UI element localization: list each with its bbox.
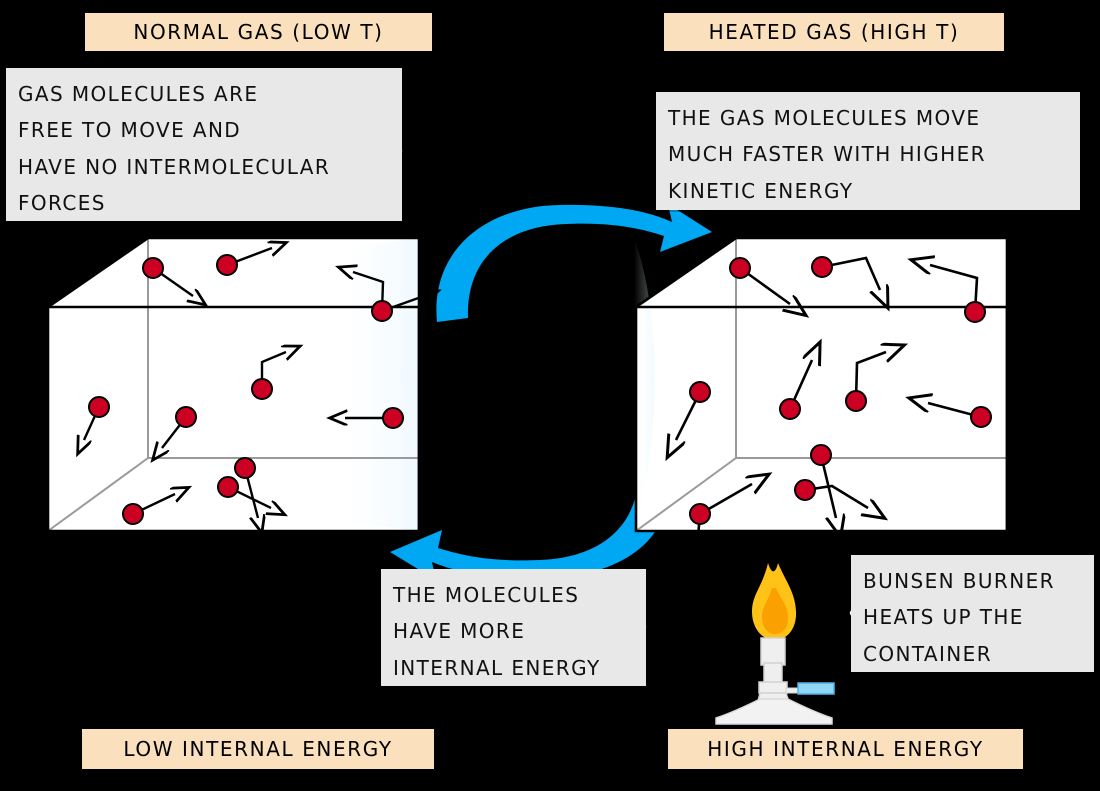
callout-line: HAVE NO INTERMOLECULAR [18,154,331,179]
callout-more-internal-energy: THE MOLECULES HAVE MORE INTERNAL ENERGY [381,569,646,686]
callout-line: FORCES [18,191,106,216]
banner-label: LOW INTERNAL ENERGY [123,737,393,761]
callout-line: FREE TO MOVE AND [18,118,242,143]
callout-line: HAVE MORE [393,619,526,644]
banner-high-internal-energy: HIGH INTERNAL ENERGY [668,729,1023,769]
callout-line: BUNSEN BURNER [863,569,1055,593]
callout-line: KINETIC ENERGY [668,178,854,203]
callout-line: MUCH FASTER WITH HIGHER [668,142,986,167]
cooling-arrow [390,470,669,580]
callout-line: INTERNAL ENERGY [393,655,601,680]
banner-label: NORMAL GAS (LOW T) [133,20,384,44]
banner-normal-gas: NORMAL GAS (LOW T) [85,13,432,51]
callout-line: CONTAINER [863,641,993,666]
callout-free-to-move: GAS MOLECULES ARE FREE TO MOVE AND HAVE … [6,68,402,221]
bunsen-burner [715,563,835,725]
callout-bunsen-burner: BUNSEN BURNER HEATS UP THE CONTAINER [851,555,1094,672]
banner-label: HEATED GAS (HIGH T) [708,20,960,44]
callout-line: THE GAS MOLECULES MOVE [668,106,981,130]
cold-molecules [84,248,424,524]
cold-container [46,236,421,533]
hot-molecules [676,257,992,548]
callout-move-faster: THE GAS MOLECULES MOVE MUCH FASTER WITH … [656,92,1080,210]
callout-line: GAS MOLECULES ARE [18,82,259,106]
banner-low-internal-energy: LOW INTERNAL ENERGY [82,729,434,769]
banner-heated-gas: HEATED GAS (HIGH T) [664,13,1004,51]
banner-label: HIGH INTERNAL ENERGY [707,737,984,761]
heating-arrow [436,204,712,322]
callout-line: HEATS UP THE [863,605,1024,630]
callout-line: THE MOLECULES [393,583,580,607]
